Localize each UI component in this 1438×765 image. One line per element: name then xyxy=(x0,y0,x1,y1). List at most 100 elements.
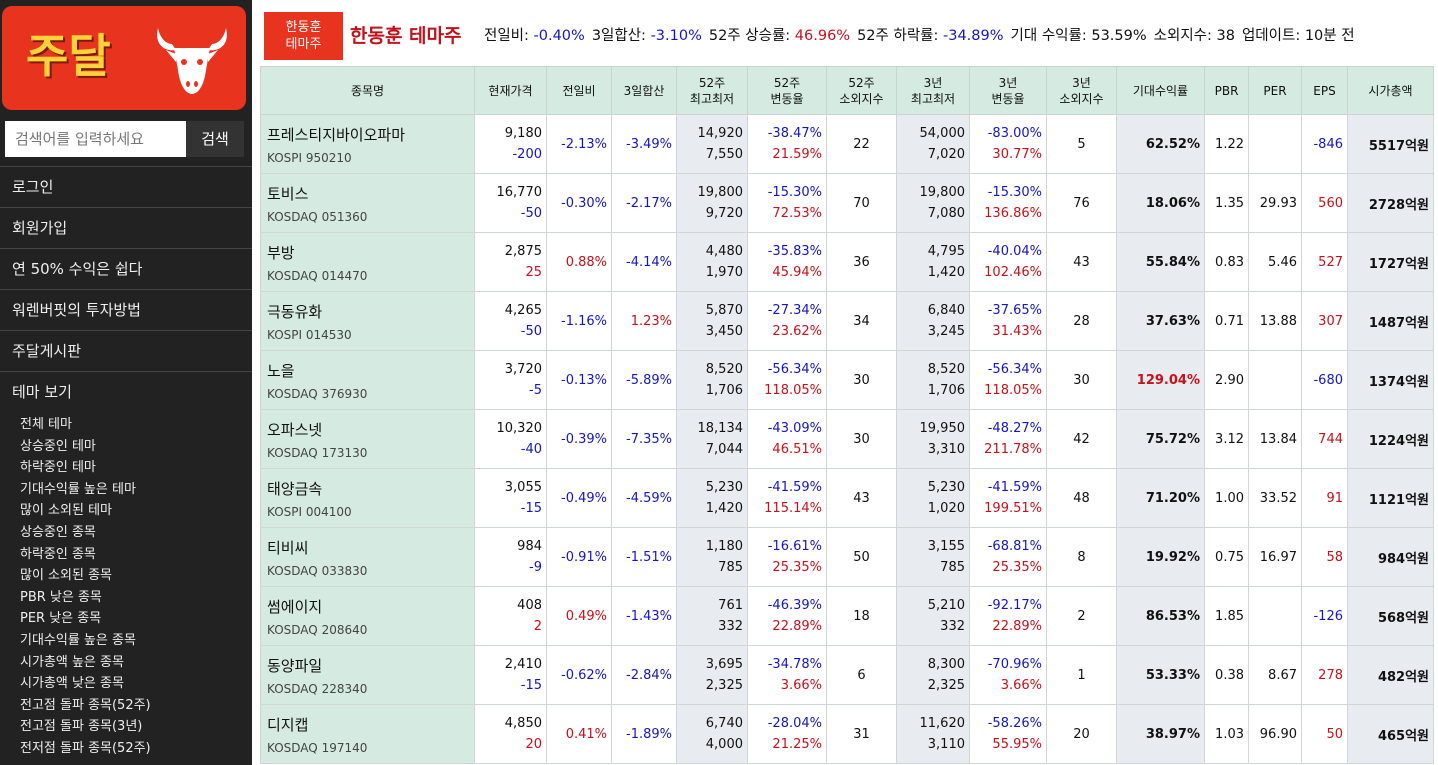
day-change: 0.41% xyxy=(546,704,612,764)
range-3y: -92.17% 22.89% xyxy=(969,586,1047,646)
per: 29.93 xyxy=(1248,173,1302,233)
range-3y: -56.34% 118.05% xyxy=(969,350,1047,410)
submenu-item[interactable]: 시가총액 낮은 종목 xyxy=(20,676,124,692)
submenu-item[interactable]: 많이 소외된 테마 xyxy=(20,503,112,519)
high-low-3y-top: 11,620 xyxy=(919,716,966,731)
stock-name[interactable]: 부방 xyxy=(267,243,295,262)
submenu-item[interactable]: 상승중인 종목 xyxy=(20,524,96,540)
submenu-item[interactable]: 하락중인 종목 xyxy=(20,546,96,562)
column-header: 기대수익률 xyxy=(1116,66,1205,115)
stock-name[interactable]: 프레스티지바이오파마 xyxy=(267,125,406,144)
day-change: 0.88% xyxy=(546,232,612,292)
high-low-3y-top: 19,800 xyxy=(919,185,966,200)
stat-value: 10분 전 xyxy=(1304,28,1355,44)
submenu-item[interactable]: 전고점 돌파 종목(3년) xyxy=(20,719,143,735)
stock-name[interactable]: 노을 xyxy=(267,361,295,380)
range-52w: -43.09% 46.51% xyxy=(747,409,827,469)
stock-name[interactable]: 티비씨 xyxy=(267,538,309,557)
expected-return: 55.84% xyxy=(1116,232,1205,292)
stock-row: 티비씨 KOSDAQ 033830 984 -9 -0.91% -1.51% 1,180 78… xyxy=(260,527,1434,587)
menu-item[interactable]: 테마 보기 xyxy=(0,371,252,412)
menu-item[interactable]: 로그인 xyxy=(0,166,252,207)
submenu-item[interactable]: 전체 테마 xyxy=(20,417,72,432)
price: 984 xyxy=(517,539,542,554)
stock-name-cell: 프레스티지바이오파마 KOSPI 950210 xyxy=(260,114,475,174)
high-low-3y: 6,840 3,245 xyxy=(896,291,970,351)
range-3y-bottom: 211.78% xyxy=(984,442,1042,457)
menu-item[interactable]: 주달게시판 xyxy=(0,330,252,371)
submenu-item[interactable]: 하락중인 테마 xyxy=(20,460,96,476)
submenu-item[interactable]: 기대수익률 높은 테마 xyxy=(20,481,136,497)
price-cell: 2,410 -15 xyxy=(474,645,547,705)
expected-return: 38.97% xyxy=(1116,704,1205,764)
neglect-52w: 36 xyxy=(826,232,897,292)
stock-name[interactable]: 토비스 xyxy=(267,184,309,203)
range-3y-top: -92.17% xyxy=(987,598,1042,613)
high-low-3y-top: 8,520 xyxy=(927,362,965,377)
stat: 소외지수: 38 xyxy=(1154,28,1235,44)
high-low-3y-bottom: 3,310 xyxy=(927,442,965,457)
submenu-item[interactable]: PER 낮은 종목 xyxy=(20,611,102,627)
menu: 로그인 회원가입 연 50% 수익은 쉽다 워렌버핏의 투자방법 주달게시판 테마 보기 xyxy=(0,166,252,412)
stat-label: 52주 하락률: xyxy=(857,28,939,44)
high-low-52w-bottom: 1,970 xyxy=(705,265,743,280)
stock-name[interactable]: 썸에이지 xyxy=(267,597,323,616)
high-low-3y-top: 4,795 xyxy=(927,244,965,259)
stock-code: KOSPI 950210 xyxy=(267,150,352,165)
search-button[interactable]: 검색 xyxy=(186,121,244,157)
neglect-3y: 5 xyxy=(1046,114,1117,174)
column-header: PBR xyxy=(1204,66,1249,115)
badge-line: 한동훈 xyxy=(285,20,322,35)
price-change: -50 xyxy=(520,206,542,221)
column-header: 현재가격 xyxy=(474,66,547,115)
submenu-item[interactable]: 상승중인 테마 xyxy=(20,438,96,454)
stat: 전일비: -0.40% xyxy=(484,28,585,44)
logo[interactable]: 주달 xyxy=(2,6,246,110)
column-header-line: EPS xyxy=(1313,83,1336,98)
submenu-item[interactable]: PBR 낮은 종목 xyxy=(20,589,102,605)
price: 2,875 xyxy=(504,244,542,259)
stock-code: KOSPI 014530 xyxy=(267,327,352,342)
range-52w: -56.34% 118.05% xyxy=(747,350,827,410)
submenu-item[interactable]: 시가총액 높은 종목 xyxy=(20,654,124,670)
high-low-52w-top: 6,740 xyxy=(705,716,743,731)
expected-return: 86.53% xyxy=(1116,586,1205,646)
menu-item[interactable]: 워렌버핏의 투자방법 xyxy=(0,289,252,330)
stock-name[interactable]: 태양금속 xyxy=(267,479,323,498)
range-3y: -68.81% 25.35% xyxy=(969,527,1047,587)
stat-value: 46.96% xyxy=(794,28,851,44)
submenu-item[interactable]: 기대수익률 높은 종목 xyxy=(20,632,136,648)
stock-name-cell: 썸에이지 KOSDAQ 208640 xyxy=(260,586,475,646)
high-low-3y: 4,795 1,420 xyxy=(896,232,970,292)
price-change: 25 xyxy=(525,265,542,280)
stock-name[interactable]: 디지캡 xyxy=(267,715,309,734)
pbr: 0.75 xyxy=(1204,527,1249,587)
column-header: 52주 소외지수 xyxy=(826,66,897,115)
menu-item[interactable]: 회원가입 xyxy=(0,207,252,248)
high-low-52w-top: 18,134 xyxy=(697,421,744,436)
pbr: 1.35 xyxy=(1204,173,1249,233)
stock-name[interactable]: 오파스넷 xyxy=(267,420,323,439)
submenu-item[interactable]: 많이 소외된 종목 xyxy=(20,568,112,584)
column-header-line: 52주 xyxy=(698,75,726,90)
column-header-line: 3년 xyxy=(923,75,943,90)
stock-code: KOSDAQ 173130 xyxy=(267,445,368,460)
stock-name[interactable]: 극동유화 xyxy=(267,302,323,321)
price: 4,265 xyxy=(504,303,542,318)
range-3y-top: -40.04% xyxy=(987,244,1042,259)
column-header: 전일비 xyxy=(546,66,612,115)
price-cell: 984 -9 xyxy=(474,527,547,587)
submenu-item[interactable]: 전저점 돌파 종목(52주) xyxy=(20,740,151,756)
submenu-item[interactable]: 전고점 돌파 종목(52주) xyxy=(20,697,151,713)
stock-name[interactable]: 동양파일 xyxy=(267,656,323,675)
neglect-52w: 30 xyxy=(826,350,897,410)
range-52w: -35.83% 45.94% xyxy=(747,232,827,292)
pbr: 2.90 xyxy=(1204,350,1249,410)
stock-code: KOSPI 004100 xyxy=(267,504,352,519)
column-header-line: 변동율 xyxy=(770,91,804,106)
stock-row: 동양파일 KOSDAQ 228340 2,410 -15 -0.62% -2.84% 3,6… xyxy=(260,645,1434,705)
menu-item[interactable]: 연 50% 수익은 쉽다 xyxy=(0,248,252,289)
pbr: 1.03 xyxy=(1204,704,1249,764)
search-input[interactable] xyxy=(5,121,186,157)
